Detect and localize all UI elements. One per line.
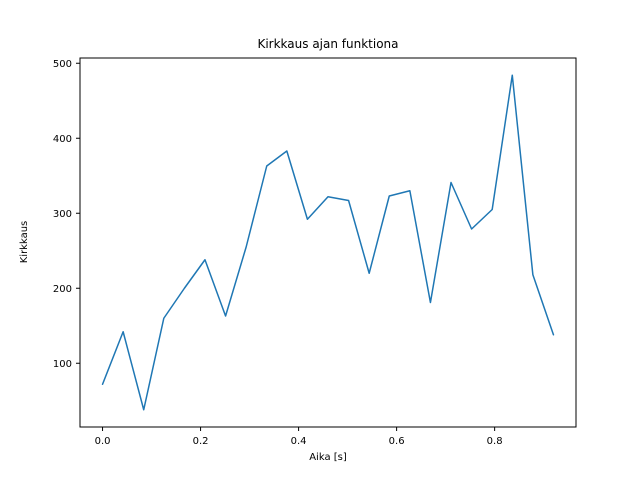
x-tick-label: 0.2 bbox=[193, 436, 209, 447]
chart-title: Kirkkaus ajan funktiona bbox=[257, 37, 398, 51]
series-line-kirkkaus bbox=[101, 74, 555, 411]
y-axis-label: Kirkkaus bbox=[19, 221, 30, 264]
y-axis-ticks: 100 200 300 400 500 bbox=[53, 59, 80, 370]
axes-frame bbox=[79, 57, 577, 428]
x-tick-label: 0.4 bbox=[291, 436, 307, 447]
y-tick-label: 500 bbox=[53, 59, 72, 70]
x-tick-label: 0.8 bbox=[487, 436, 503, 447]
y-tick-label: 200 bbox=[53, 284, 72, 295]
y-tick-label: 100 bbox=[53, 359, 72, 370]
x-axis-label: Aika [s] bbox=[309, 452, 347, 463]
data-series bbox=[101, 74, 555, 411]
x-axis-ticks: 0.0 0.2 0.4 0.6 0.8 bbox=[95, 427, 503, 447]
y-tick-label: 300 bbox=[53, 209, 72, 220]
x-tick-label: 0.0 bbox=[95, 436, 111, 447]
y-tick-label: 400 bbox=[53, 134, 72, 145]
x-tick-label: 0.6 bbox=[389, 436, 405, 447]
